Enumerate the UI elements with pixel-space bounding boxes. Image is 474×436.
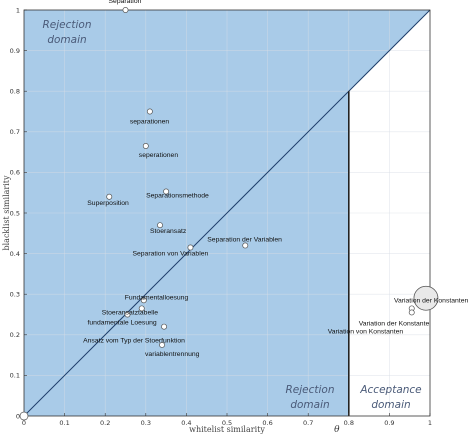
x-tick-label: 0.2 [100, 419, 110, 427]
x-tick-label: 0.4 [181, 419, 191, 427]
data-point [187, 244, 194, 251]
point-labels: SubstitutionSeparationseparationensepera… [83, 0, 468, 358]
x-axis-label: whitelist similarity [189, 425, 265, 434]
point-label: Stoeransatz [150, 228, 187, 235]
point-label: Stoeransatztabelle [102, 309, 159, 316]
point-label: separationen [130, 119, 170, 126]
point-label: Fundamentalloesung [125, 294, 189, 301]
point-label: Separation der Variablen [207, 236, 282, 243]
data-point [122, 7, 129, 13]
point-label: fundamentale Loesung [88, 320, 157, 327]
rejection-upper-subtitle: domain [47, 34, 86, 46]
y-tick-label: 1 [16, 6, 20, 14]
point-label: Separation [109, 0, 142, 5]
point-label: Ansatz vom Typ der Stoerfunktion [83, 338, 185, 345]
data-point [159, 342, 165, 348]
y-axis-label: blacklist similarity [2, 175, 11, 250]
y-tick-label: 0.8 [10, 88, 20, 96]
x-tick-label: 0 [22, 419, 26, 427]
x-tick-labels: 0 0.1 0.2 0.3 0.4 0.5 0.6 0.7 0.8 0.9 1 [22, 413, 432, 427]
x-tick-label: 0.8 [344, 419, 354, 427]
point-label: Separation von Variablen [132, 251, 208, 258]
y-tick-label: 0.3 [10, 291, 20, 299]
y-tick-label: 0.1 [10, 372, 20, 380]
x-tick-label: 0.7 [303, 419, 313, 427]
data-point [106, 193, 113, 200]
data-point [142, 143, 149, 149]
y-tick-label: 0.5 [10, 209, 20, 217]
data-points [19, 7, 439, 421]
y-tick-label: 0.7 [10, 128, 20, 136]
y-tick-label: 0.9 [10, 47, 20, 55]
y-tick-label: 0.6 [10, 169, 20, 177]
data-point [19, 411, 29, 421]
diagonal-line [23, 9, 431, 417]
point-label: Separationsmethode [146, 192, 209, 199]
data-point [408, 309, 415, 316]
x-tick-label: 1 [428, 419, 432, 427]
point-label: Variation der Konstante [359, 320, 430, 327]
x-tick-label: 0.1 [59, 419, 69, 427]
rejection-upper-title: Rejection [42, 19, 91, 31]
point-label: Variation der Konstanten [394, 297, 469, 304]
x-tick-label: 0.9 [384, 419, 394, 427]
data-point [157, 222, 163, 229]
point-label: Superposition [87, 200, 129, 207]
point-label: Variation von Konstanten [328, 328, 404, 335]
y-tick-label: 0.4 [10, 250, 20, 258]
point-label: seperationen [139, 152, 179, 159]
data-point [138, 305, 145, 312]
data-point [242, 242, 249, 249]
y-tick-labels: 0 0.1 0.2 0.3 0.4 0.5 0.6 0.7 0.8 0.9 1 [10, 6, 27, 420]
point-label: variablentrennung [145, 351, 200, 358]
rejection-lower-title: Rejection [285, 384, 334, 396]
data-point [146, 108, 153, 115]
x-tick-label: 0.6 [262, 419, 272, 427]
x-tick-label: 0.3 [141, 419, 151, 427]
data-point [124, 311, 131, 318]
data-point [140, 297, 147, 304]
data-point [413, 285, 439, 311]
y-tick-label: 0.2 [10, 331, 20, 339]
rejection-lower-subtitle: domain [290, 399, 329, 411]
data-point [163, 188, 170, 195]
y-tick-label: 0 [16, 412, 20, 420]
theta-label: θ [334, 425, 340, 435]
acceptance-subtitle: domain [371, 399, 410, 411]
acceptance-title: Acceptance [359, 384, 421, 396]
x-tick-label: 0.5 [222, 419, 232, 427]
data-point [161, 323, 168, 330]
